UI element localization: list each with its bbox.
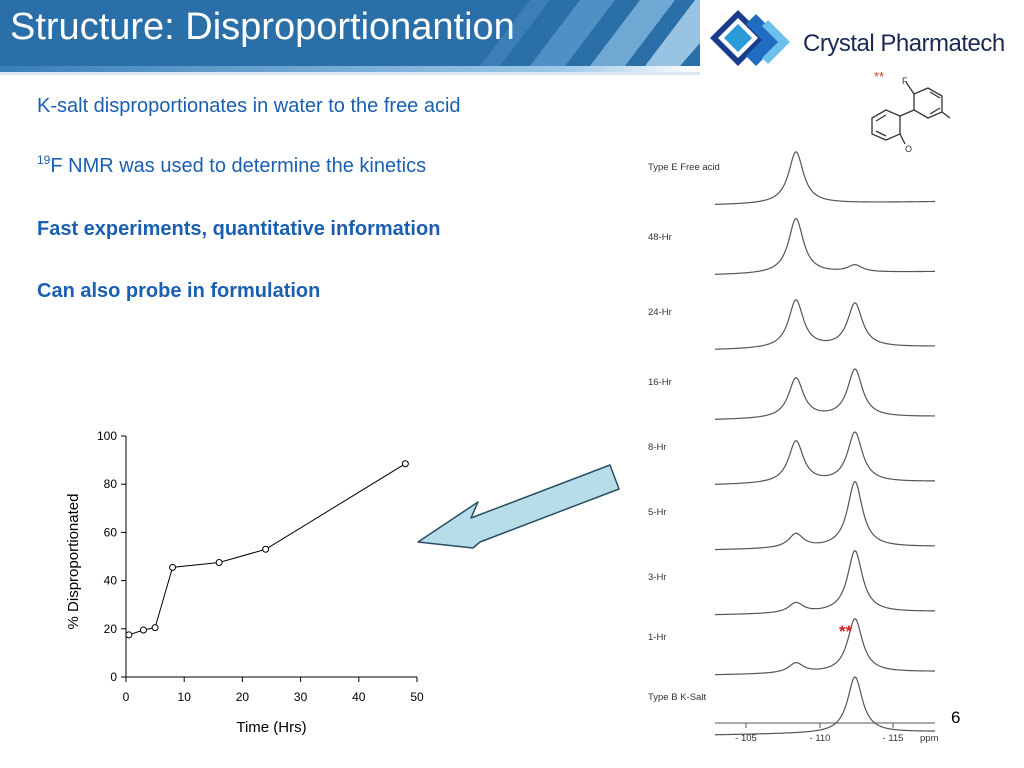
y-tick-label: 100 [97, 429, 117, 443]
spectrum-label: 16-Hr [648, 377, 672, 388]
logo-mark-icon [710, 10, 790, 66]
spectrum-trace [714, 676, 935, 736]
page-number: 6 [951, 708, 961, 727]
kinetics-chart: 0 20 40 60 80 100 0 10 20 30 40 50 Time (Hrs) % Dispr… [65, 429, 424, 736]
spectrum-label: 8-Hr [648, 442, 666, 453]
x-tick-label: 20 [236, 690, 250, 704]
bullet-2: 19F NMR was used to determine the kineti… [37, 153, 427, 178]
spectrum-trace [714, 480, 936, 551]
x-tick-label: 0 [123, 690, 130, 704]
y-tick-label: 80 [104, 477, 118, 491]
data-point [169, 563, 177, 571]
atom-oxygen: O [905, 144, 912, 154]
peak-marker: ** [839, 622, 853, 641]
data-point [262, 545, 270, 553]
x-tick-label: 40 [352, 690, 366, 704]
spectrum-trace [714, 549, 935, 616]
data-point [125, 631, 133, 639]
spectrum-label: 5-Hr [648, 507, 666, 518]
x-tick-label: 50 [410, 690, 424, 704]
logo-text: Crystal Pharmatech [803, 30, 1005, 57]
slide-title: Structure: Disproportionantion [10, 6, 515, 48]
spectrum-label: Type E Free acid [648, 162, 720, 173]
spectrum-label: 1-Hr [648, 632, 666, 643]
spectrum-trace [714, 299, 935, 350]
title-bar-stripes [480, 0, 700, 66]
y-tick-label: 0 [110, 670, 117, 684]
molecule-structure: F O ** [871, 69, 951, 154]
spectra-tick-label: - 110 [810, 733, 831, 744]
slide-header: Structure: Disproportionantion Crystal P… [0, 0, 1024, 80]
bullet-3: Fast experiments, quantitative informati… [37, 218, 441, 240]
y-tick-label: 40 [104, 574, 118, 588]
molecule-marker: ** [874, 69, 884, 84]
arrow-pointer [417, 464, 620, 549]
spectrum-label: 24-Hr [648, 307, 672, 318]
title-bar: Structure: Disproportionantion [0, 0, 700, 66]
bullet-2-superscript: 19 [37, 153, 51, 167]
nmr-spectra: Type E Free acid 48-Hr 24-Hr 16-Hr 8-Hr 5-Hr 3… [648, 151, 939, 744]
spectrum-trace [714, 217, 936, 275]
data-point [401, 460, 409, 468]
bullet-1: K-salt disproportionates in water to the… [37, 95, 461, 117]
x-axis-label: Time (Hrs) [236, 719, 306, 736]
spectrum-label: 48-Hr [648, 232, 672, 243]
spectra-tick-label: - 115 [883, 733, 904, 744]
spectra-tick-label: - 105 [735, 733, 757, 744]
data-point [139, 626, 147, 634]
spectrum-trace [714, 431, 935, 485]
spectrum-label: Type B K-Salt [648, 692, 706, 703]
y-tick-label: 60 [104, 525, 118, 539]
x-tick-label: 10 [178, 690, 192, 704]
company-logo: Crystal Pharmatech [708, 6, 1008, 76]
atom-fluorine: F [902, 76, 908, 86]
spectrum-trace [714, 617, 935, 676]
y-tick-label: 20 [104, 622, 118, 636]
spectrum-trace [714, 368, 935, 420]
data-point [215, 559, 223, 567]
header-divider [0, 66, 700, 75]
data-point [151, 624, 159, 632]
spectrum-trace [714, 151, 936, 205]
bullet-2-text: F NMR was used to determine the kinetics [50, 155, 427, 177]
spectrum-label: 3-Hr [648, 572, 666, 583]
x-tick-label: 30 [294, 690, 308, 704]
spectra-unit-label: ppm [920, 733, 939, 744]
bullet-4: Can also probe in formulation [37, 280, 321, 302]
y-axis-label: % Disproportionated [65, 494, 82, 630]
